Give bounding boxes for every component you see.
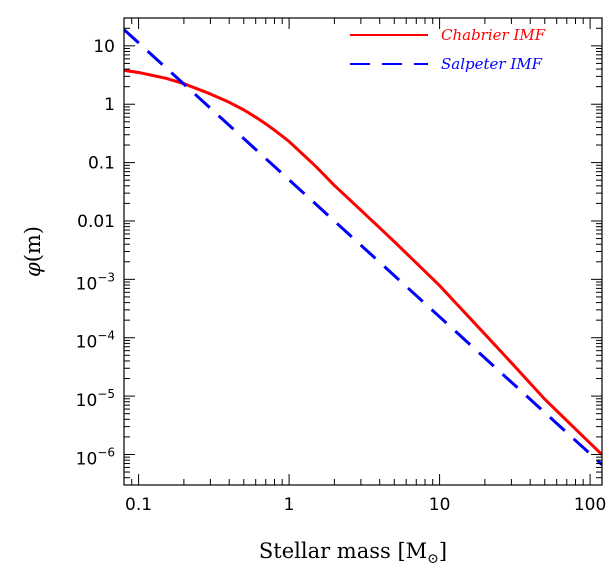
y-axis-label: φ(m) [21, 226, 45, 277]
legend: Chabrier IMF Salpeter IMF [350, 26, 546, 73]
y-tick-label: 10−4 [76, 329, 115, 353]
series-line-salpeter-imf [124, 28, 602, 466]
tick-labels: 0.1 1 10 100 10 1 0.1 0.01 10−3 10−4 10−5 10−6 [76, 37, 607, 515]
y-tick-label: 10−3 [76, 270, 115, 294]
y-tick-label: 0.1 [88, 154, 115, 174]
axis-ticks [123, 17, 602, 486]
series-line-chabrier-imf [124, 68, 602, 456]
x-axis-label: Stellar mass [M⊙] [259, 539, 447, 567]
legend-label-salpeter: Salpeter IMF [441, 55, 543, 73]
x-tick-label: 0.1 [125, 495, 152, 515]
x-tick-label: 1 [284, 495, 295, 515]
y-tick-label: 10 [93, 37, 115, 57]
x-tick-label: 10 [429, 495, 451, 515]
legend-label-chabrier: Chabrier IMF [441, 26, 546, 44]
y-tick-label: 10−5 [76, 387, 115, 411]
y-tick-label: 1 [104, 95, 115, 115]
sun-symbol: ⊙ [427, 551, 439, 567]
plot-frame [123, 17, 603, 486]
y-tick-label: 0.01 [77, 212, 115, 232]
y-tick-label: 10−6 [76, 445, 115, 469]
plot-area [124, 28, 602, 466]
x-tick-label: 100 [574, 495, 606, 515]
